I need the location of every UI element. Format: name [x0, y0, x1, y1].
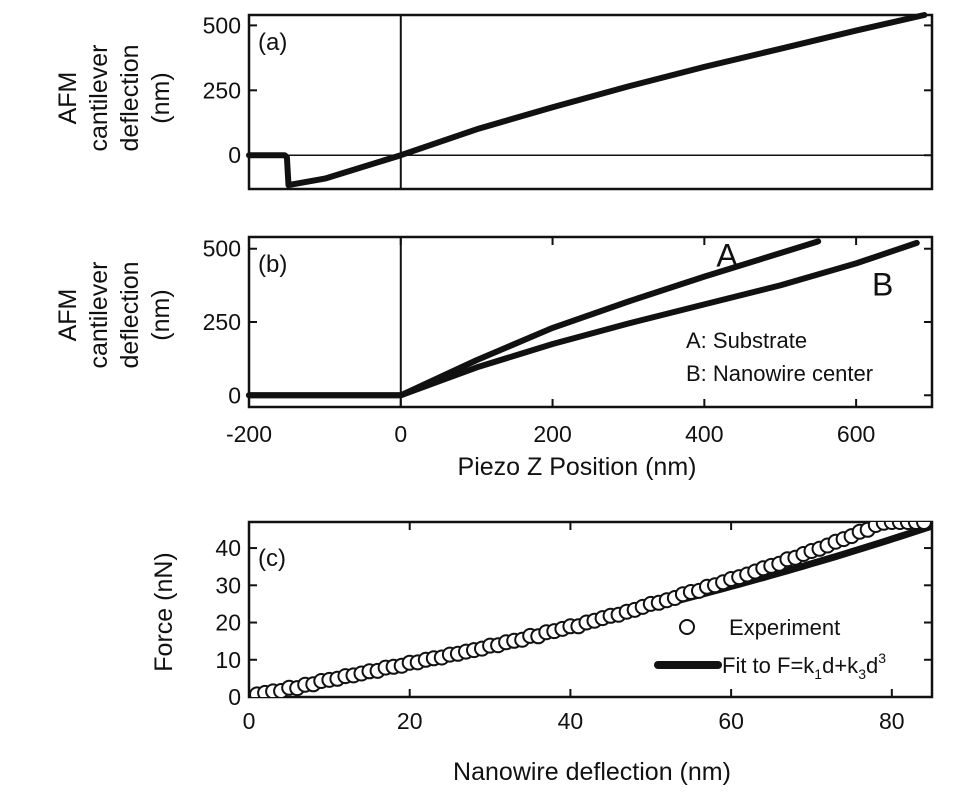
panel-c-plot: 0 10 20 30 40 0 20 40 60 80 [215, 520, 934, 734]
panel-a-ytick-label: 250 [203, 77, 241, 103]
panel-c-label: (c) [258, 545, 286, 572]
panel-a-label: (a) [258, 29, 287, 56]
panel-b-series-b-line [246, 239, 920, 399]
legend-experiment-marker [679, 619, 695, 635]
panel-b-plot: 0 250 500 -200 0 200 400 600 A B [203, 236, 934, 447]
panel-c-xtick-label: 20 [397, 708, 423, 734]
panel-a-series-line [246, 12, 928, 189]
panel-a-ylabel-line-2: cantilever [85, 45, 113, 152]
legend-fit-label: Fit to F=k1d+k3d3 [722, 650, 886, 682]
panel-c-ytick-label: 40 [215, 535, 241, 561]
panel-c-xtick-label: 60 [718, 708, 744, 734]
panel-b: AFM cantilever deflection (nm) 0 250 500 -2… [54, 236, 934, 481]
panel-a-ylabel-line-1: AFM [54, 72, 82, 125]
legend-experiment-label: Experiment [729, 615, 840, 640]
panel-c-experiment-point [916, 522, 932, 530]
panel-b-ylabel-line-1: AFM [54, 289, 82, 342]
panel-c-ylabel: Force (nN) [150, 552, 178, 671]
panel-a-ylabel-line-3: deflection [116, 44, 144, 151]
panel-c-xlabel: Nanowire deflection (nm) [453, 758, 731, 786]
panel-c-xtick-label: 80 [879, 708, 905, 734]
panel-c-xtick-label: 0 [243, 708, 256, 734]
panel-a-ytick-label: 0 [228, 142, 241, 168]
panel-b-xtick-label: 200 [533, 421, 571, 447]
panel-c-data-group [249, 522, 932, 697]
panel-b-label: (b) [258, 251, 287, 278]
panel-c-ytick-label: 10 [215, 647, 241, 673]
panel-c-ytick-label: 0 [228, 684, 241, 710]
panel-a-frame [247, 13, 934, 191]
panel-b-xtick-label: 0 [394, 421, 407, 447]
panel-c: Force (nN) 0 10 20 30 40 0 20 40 60 80 (c) Experi… [150, 520, 934, 786]
panel-a: AFM cantilever deflection (nm) 0 250 500 (… [54, 12, 934, 191]
panel-b-xtick-label: -200 [226, 421, 272, 447]
panel-b-ytick-label: 500 [203, 236, 241, 262]
panel-b-curve-label-b: B [872, 267, 893, 303]
legend-substrate-label: A: Substrate [686, 328, 807, 353]
panel-b-curve-label-a: A [716, 237, 738, 273]
panel-a-ytick-label: 500 [203, 12, 241, 38]
panel-b-xlabel: Piezo Z Position (nm) [458, 453, 697, 481]
panel-b-ylabel-line-2: cantilever [85, 262, 113, 369]
panel-b-ytick-label: 0 [228, 382, 241, 408]
panel-c-frame [247, 520, 934, 699]
panel-a-ylabel-line-4: (nm) [147, 72, 175, 123]
panel-c-ytick-label: 30 [215, 572, 241, 598]
panel-b-ytick-label: 250 [203, 309, 241, 335]
panel-c-ytick-label: 20 [215, 610, 241, 636]
panel-b-ylabel-line-4: (nm) [147, 289, 175, 340]
panel-b-xtick-label: 400 [685, 421, 723, 447]
panel-b-xtick-label: 600 [837, 421, 875, 447]
panel-c-xtick-label: 40 [558, 708, 584, 734]
panel-b-ylabel-line-3: deflection [116, 261, 144, 368]
legend-nanowire-center-label: B: Nanowire center [686, 361, 873, 386]
panel-a-plot: 0 250 500 [203, 12, 934, 191]
